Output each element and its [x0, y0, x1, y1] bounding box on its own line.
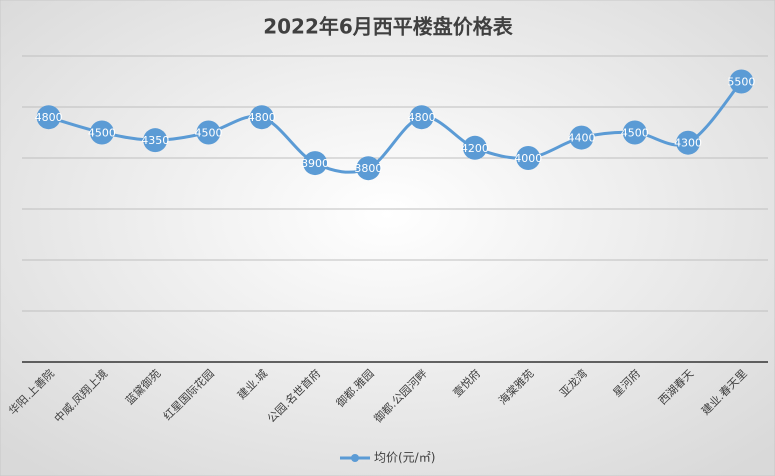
marker: [569, 125, 594, 150]
legend-label: 均价(元/㎡): [374, 451, 435, 465]
data-label: 5500: [727, 76, 755, 89]
data-label: 4800: [408, 111, 436, 124]
data-label: 4300: [674, 137, 702, 150]
data-label: 4350: [141, 134, 169, 147]
data-label: 4400: [568, 132, 596, 145]
marker: [676, 130, 701, 155]
data-label: 4200: [461, 142, 489, 155]
marker: [409, 105, 434, 130]
marker: [462, 135, 487, 160]
marker: [622, 120, 647, 145]
marker: [196, 120, 221, 145]
marker: [143, 128, 168, 153]
data-label: 4800: [35, 111, 63, 124]
data-label: 4500: [88, 127, 116, 140]
data-label: 4000: [514, 152, 542, 165]
marker: [249, 105, 274, 130]
data-label: 4500: [621, 127, 649, 140]
marker: [89, 120, 114, 145]
data-label: 3800: [354, 162, 382, 175]
legend-marker: [351, 454, 359, 462]
marker: [516, 146, 541, 170]
data-label: 4800: [248, 111, 276, 124]
marker: [356, 156, 381, 181]
chart-title: 2022年6月西平楼盘价格表: [263, 15, 514, 39]
marker: [729, 69, 754, 94]
marker: [303, 151, 328, 176]
marker: [36, 105, 61, 130]
data-label: 4500: [195, 127, 223, 140]
data-label: 3900: [301, 157, 329, 170]
